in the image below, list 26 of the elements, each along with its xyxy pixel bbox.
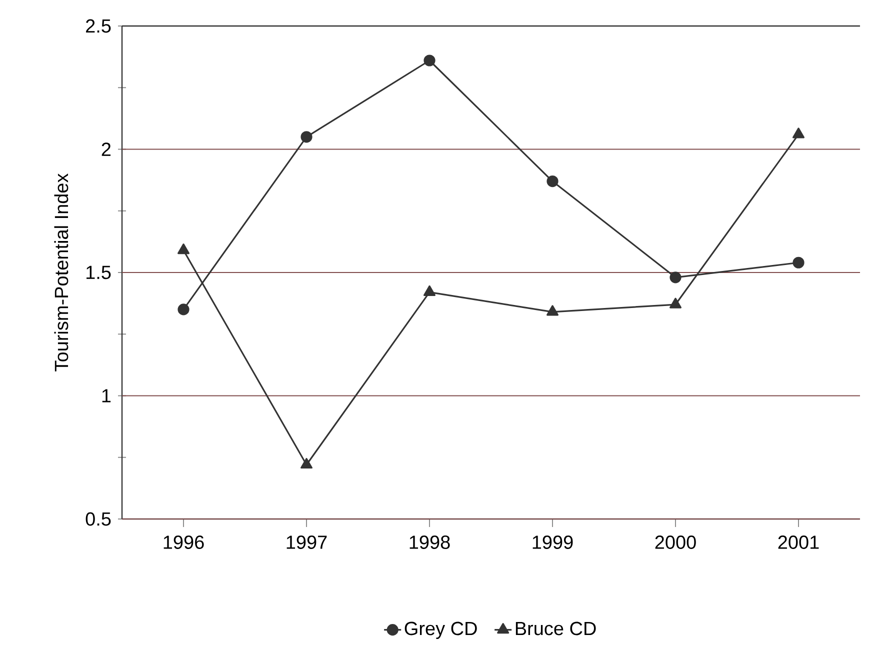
y-tick-label: 2.5 (86, 19, 111, 33)
x-tick-label: 2001 (778, 536, 819, 549)
point (300, 131, 312, 143)
point (424, 285, 436, 296)
point (178, 304, 190, 316)
x-tick-label: 2000 (655, 536, 696, 549)
point (670, 298, 682, 308)
point (546, 175, 558, 188)
y-tick-label: 0.5 (86, 512, 111, 526)
y-tick-label: 2 (102, 142, 111, 156)
point (178, 244, 190, 254)
point (792, 256, 804, 268)
legend-label: Bruce CD (516, 622, 596, 636)
legend-label: Grey CD (404, 622, 477, 639)
point (300, 458, 313, 469)
y-tick-label: 1 (102, 389, 111, 402)
y-axis-title: Tourism-Potential Index (54, 173, 68, 372)
x-tick-label: 1998 (410, 536, 450, 549)
point (792, 128, 805, 138)
x-tick-label: 1996 (164, 536, 204, 549)
y-tick-label: 1.5 (86, 266, 111, 280)
x-tick-label: 1997 (286, 536, 327, 549)
point (424, 54, 436, 66)
x-tick-label: 1999 (532, 536, 573, 549)
point (546, 305, 559, 316)
point (670, 272, 682, 284)
